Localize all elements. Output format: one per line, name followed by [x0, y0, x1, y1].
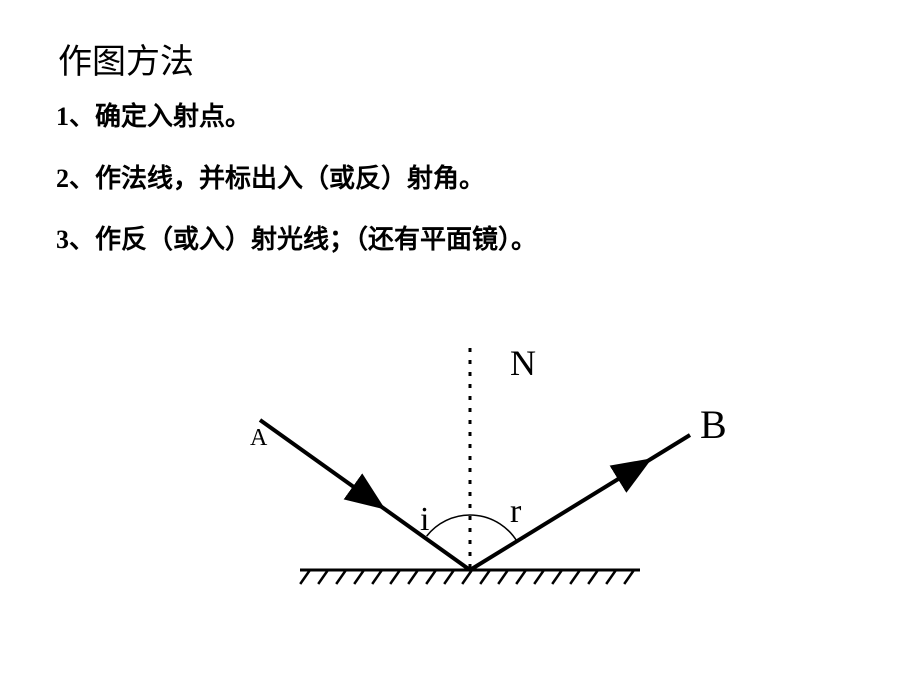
- angle-arc: [427, 515, 517, 542]
- step-1: 1、确定入射点。: [56, 96, 251, 133]
- label-A: A: [250, 425, 268, 451]
- page-title: 作图方法: [58, 34, 194, 83]
- step-2: 2、作法线，并标出入（或反）射角。: [56, 158, 485, 195]
- step-3: 3、作反（或入）射光线；（还有平面镜）。: [56, 219, 537, 256]
- reflected-ray: [470, 435, 690, 570]
- label-N: N: [510, 343, 536, 383]
- reflection-diagram: A B N i r: [220, 330, 720, 630]
- label-i: i: [420, 501, 429, 538]
- label-r: r: [510, 493, 522, 530]
- incident-ray: [260, 420, 470, 570]
- mirror-line: [300, 570, 640, 584]
- label-B: B: [700, 402, 727, 447]
